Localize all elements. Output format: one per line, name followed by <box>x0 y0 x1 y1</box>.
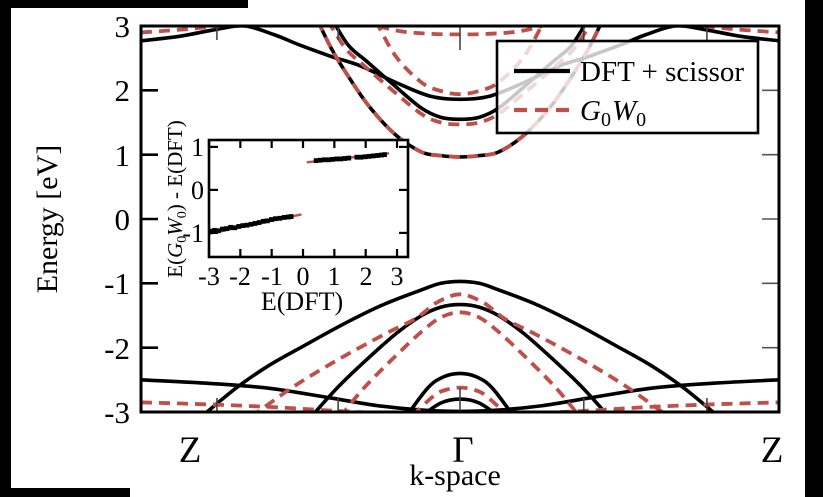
inset-scatter-point <box>321 157 327 163</box>
inset-ytick-0: 0 <box>191 176 204 205</box>
inset-scatter-point <box>277 215 283 221</box>
inset-scatter-point <box>212 227 218 233</box>
inset-scatter-point <box>285 214 291 220</box>
band-gw-cond-edge-left <box>141 26 236 35</box>
ytick-m1: -1 <box>104 266 130 301</box>
inset-scatter-point <box>252 221 258 226</box>
kpoint-z-right: Z <box>761 430 784 471</box>
band-gw-val-second <box>341 310 579 412</box>
legend: DFT + scissor G0W0 <box>495 39 760 135</box>
inset-scatter-point <box>334 156 339 162</box>
inset-scatter-point <box>362 154 368 160</box>
band-gw-val-top <box>254 292 666 412</box>
ytick-3: 3 <box>115 9 131 44</box>
inset-scatter-point <box>338 156 344 162</box>
inset-scatter-point <box>317 157 323 163</box>
ytick-m2: -2 <box>104 331 130 366</box>
inset-scatter-point <box>264 218 270 224</box>
figure-panel-top <box>248 0 805 8</box>
inset-frame <box>207 138 410 259</box>
ytick-m3: -3 <box>104 395 130 430</box>
inset-y-axis-title: E(G0W0) - E(DFT) <box>163 120 190 277</box>
inset-xtick-m2: -2 <box>229 262 251 291</box>
inset-ytick-m1: -1 <box>182 219 204 248</box>
band-gw-cond-steep-low <box>318 26 602 159</box>
inset-scatter-point <box>248 221 254 227</box>
inset-scatter-point <box>228 224 234 230</box>
band-gw-val-arch-small <box>413 385 507 412</box>
band-gw-val-flat-left <box>141 400 397 412</box>
inset-scatter-point <box>236 224 242 229</box>
inset-scatter-point <box>232 225 238 231</box>
inset-scatter-point <box>366 153 372 159</box>
x-axis-title: k-space <box>409 459 501 492</box>
inset-xtick-labels: -3 -2 -1 0 1 2 3 <box>198 262 403 291</box>
inset-xtick-3: 3 <box>391 262 404 291</box>
y-axis-tick-labels: 3 2 1 0 -1 -2 -3 <box>104 9 130 430</box>
kpoint-gamma: Γ <box>452 430 473 471</box>
band-dft-val-second <box>312 302 608 412</box>
inset-scatter-point <box>342 156 348 161</box>
inset-scatter-point <box>374 153 380 158</box>
inset-xtick-m1: -1 <box>261 262 283 291</box>
inset-scatter-point <box>256 220 262 225</box>
inset-scatter-point <box>326 157 331 163</box>
legend-label-gw: G0W0 <box>580 95 646 131</box>
band-dft-val-top <box>204 279 716 412</box>
inset-scatter-point <box>370 153 376 159</box>
inset-scatter-point <box>273 216 278 222</box>
inset-scatter-point <box>382 152 387 158</box>
inset-ytick-labels: 1 0 -1 <box>182 133 204 248</box>
inset-scatter-point <box>354 154 360 160</box>
inset-scatter-point <box>216 228 221 234</box>
inset-scatter-point <box>240 223 246 228</box>
inset-xtick-m3: -3 <box>198 262 220 291</box>
figure-panel-bottom <box>130 488 805 497</box>
inset-scatter-point <box>346 155 352 161</box>
inset-scatter-point <box>224 226 229 232</box>
inset-x-axis-title: E(DFT) <box>261 287 343 316</box>
main-plot-frame <box>139 24 781 414</box>
ytick-0: 0 <box>115 202 131 237</box>
inset-scatter-point <box>208 228 213 234</box>
inset-ytick-1: 1 <box>191 133 204 162</box>
kpoint-z-left: Z <box>179 430 202 471</box>
inset-scatter-point <box>244 222 250 228</box>
inset-scatter-point <box>358 154 364 160</box>
inset-scatter-point <box>268 217 274 222</box>
inset-xtick-2: 2 <box>360 262 373 291</box>
legend-label-dft: DFT + scissor <box>580 56 744 88</box>
inset-xtick-0: 0 <box>297 262 310 291</box>
inset-scatter-point <box>330 156 335 162</box>
inset-scatter-point <box>220 226 225 232</box>
inset-background <box>209 140 408 257</box>
y-axis-title: Energy [eV] <box>31 145 64 294</box>
band-dft-cond-flattop <box>141 26 779 102</box>
inset-plot: -3 -2 -1 0 1 2 3 1 0 -1 E(DFT) E(G0W0) -… <box>163 120 410 316</box>
inset-scatter-point <box>313 158 319 164</box>
band-dft-val-arch-small <box>407 371 513 412</box>
inset-xtick-1: 1 <box>328 262 341 291</box>
inset-scatter-point <box>288 214 294 219</box>
ytick-2: 2 <box>115 73 131 108</box>
inset-scatter-point <box>260 218 266 224</box>
x-axis-kpoint-labels: Z Γ Z <box>179 430 784 471</box>
inset-marks <box>208 152 390 235</box>
legend-box <box>495 39 760 135</box>
inset-scatter-point <box>378 152 384 158</box>
ytick-1: 1 <box>115 138 131 173</box>
inset-scatter-point <box>281 215 287 220</box>
